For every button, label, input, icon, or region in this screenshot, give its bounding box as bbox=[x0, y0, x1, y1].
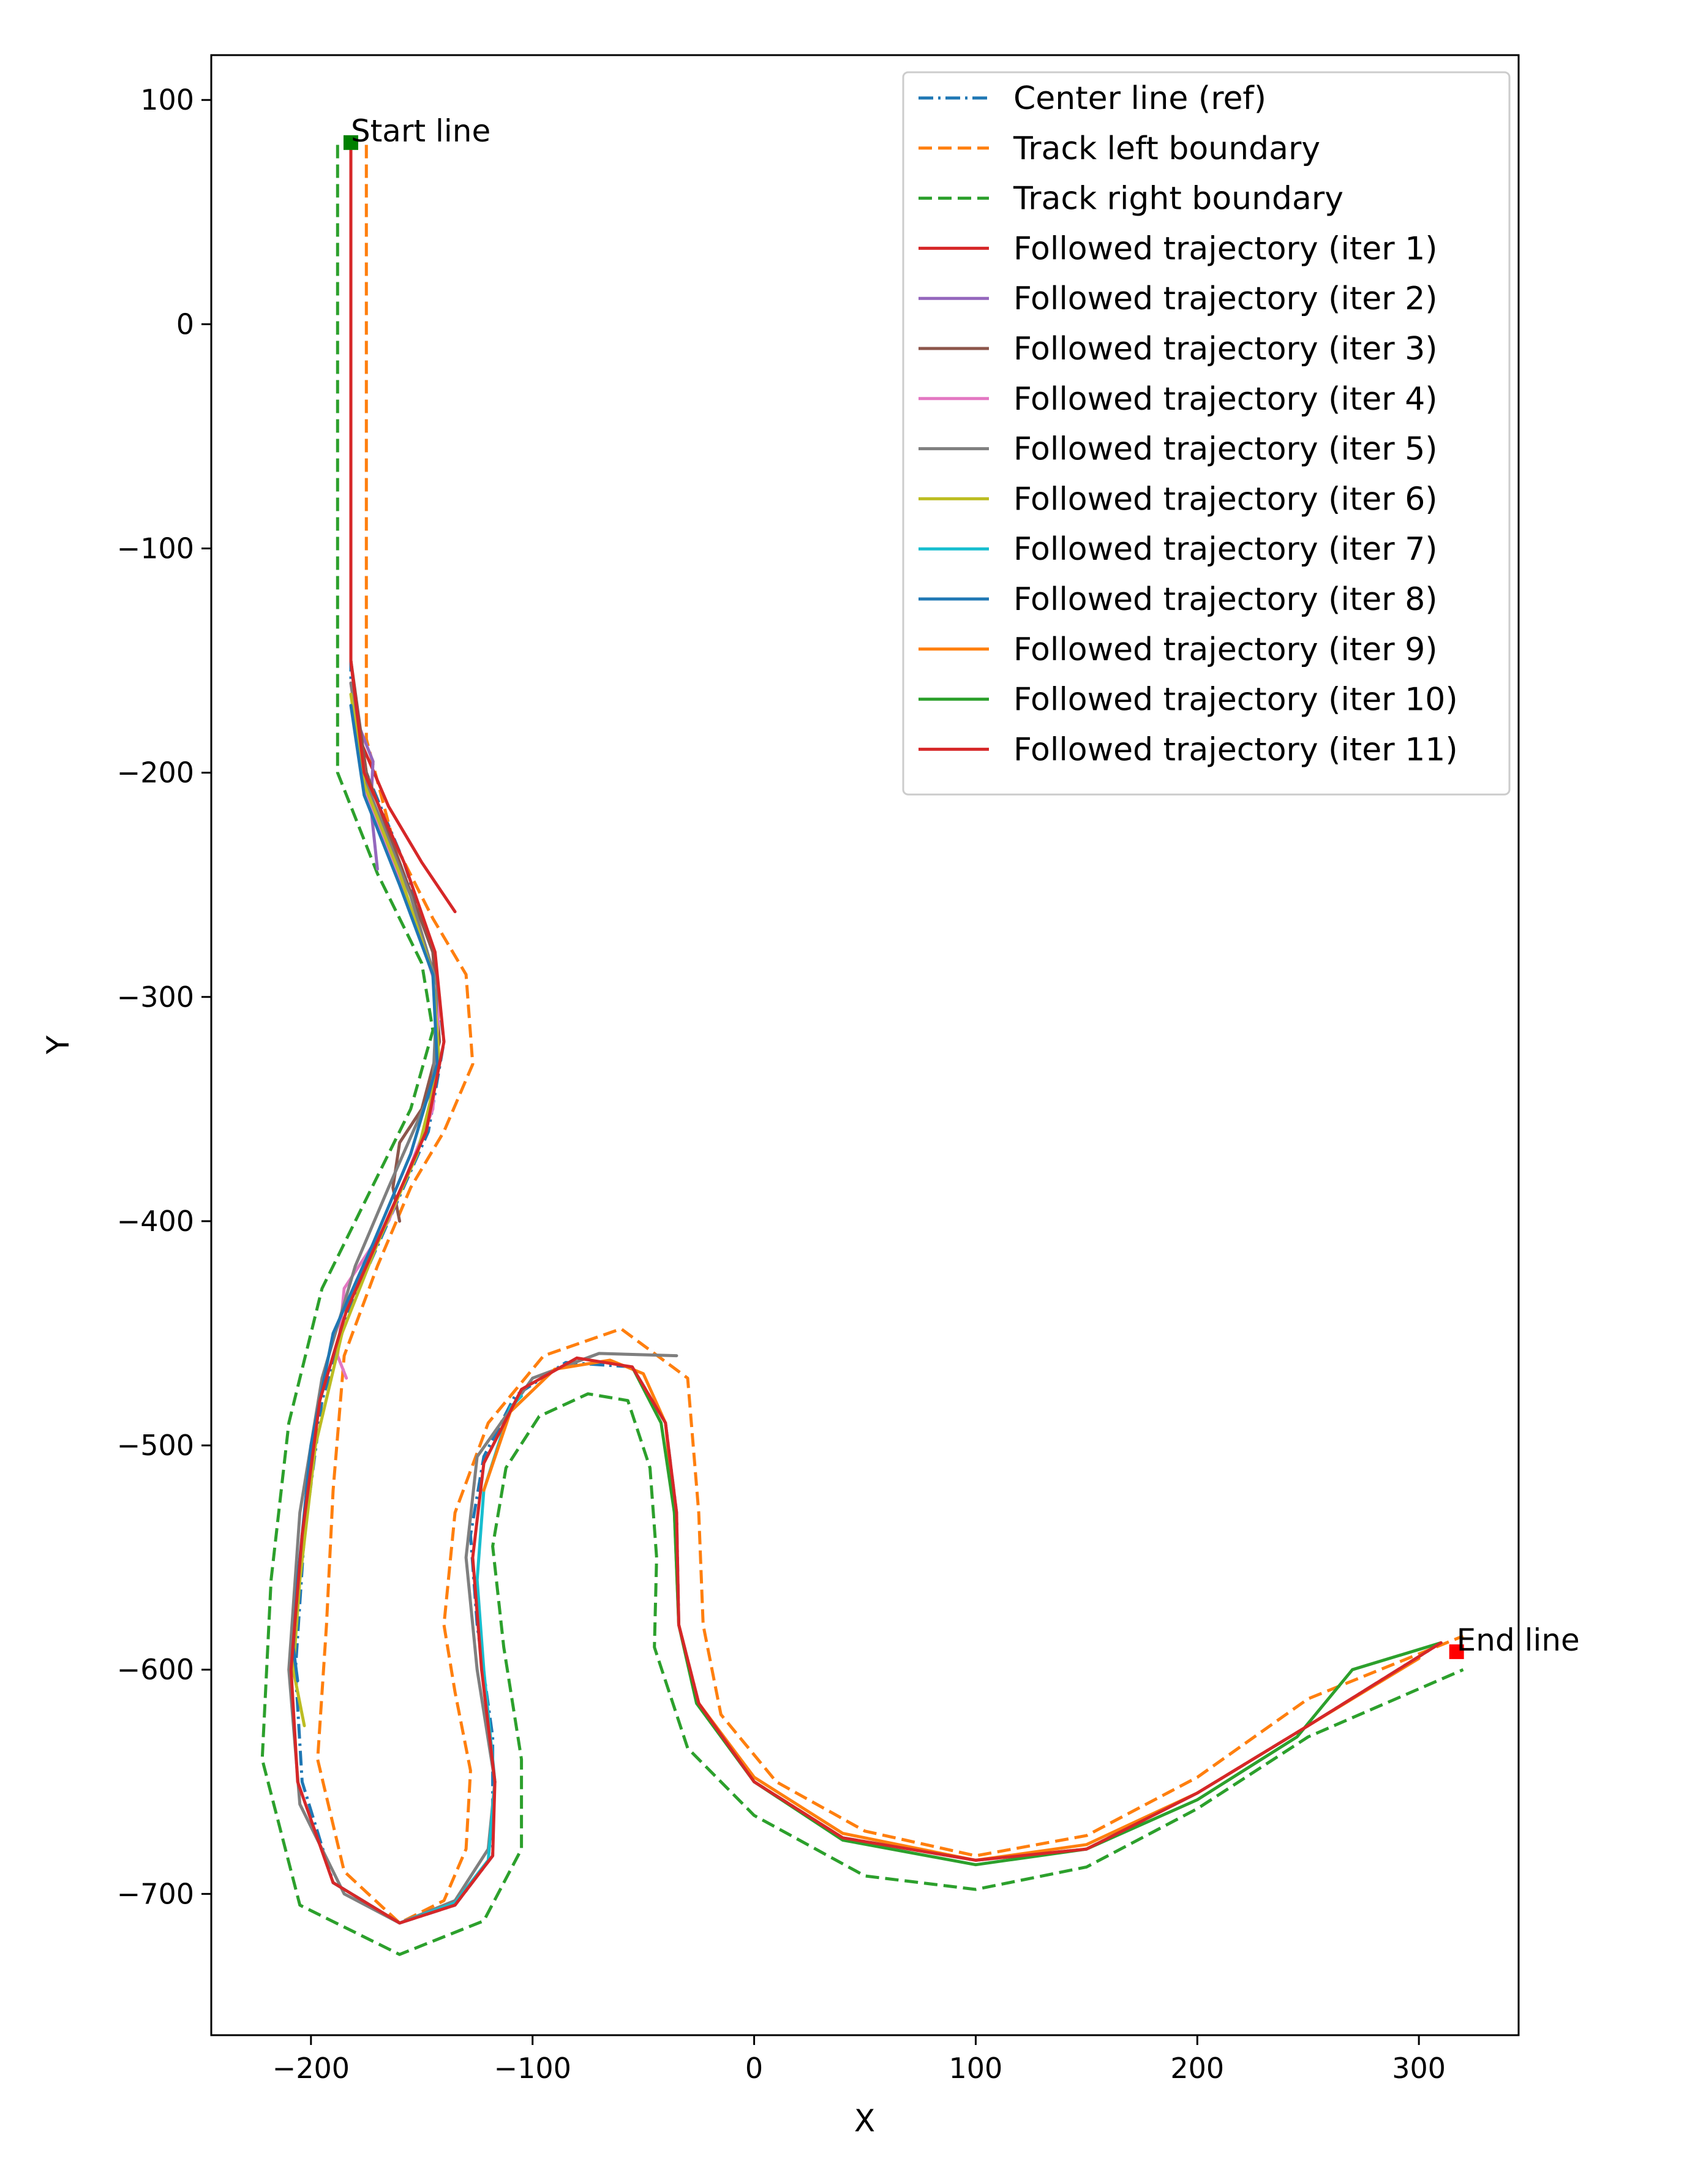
annotation-marker-start-line bbox=[343, 135, 358, 150]
y-tick-label: −300 bbox=[117, 981, 194, 1014]
legend-label-followed-trajectory-iter-9: Followed trajectory (iter 9) bbox=[1013, 631, 1438, 668]
plot-frame bbox=[210, 54, 1520, 2036]
x-tick-label: −100 bbox=[494, 2052, 571, 2085]
x-tick-label: 300 bbox=[1392, 2052, 1446, 2085]
x-tick-label: 100 bbox=[949, 2052, 1003, 2085]
series-line-track-left-boundary bbox=[316, 145, 1464, 1925]
annotation-label-start-line: Start line bbox=[351, 113, 490, 149]
series-line-track-right-boundary bbox=[260, 145, 1464, 1956]
legend-label-followed-trajectory-iter-2: Followed trajectory (iter 2) bbox=[1013, 281, 1438, 317]
y-tick-label: −700 bbox=[117, 1877, 194, 1910]
legend-label-followed-trajectory-iter-1: Followed trajectory (iter 1) bbox=[1013, 230, 1438, 267]
legend-label-followed-trajectory-iter-11: Followed trajectory (iter 11) bbox=[1013, 731, 1458, 768]
series-line-followed-trajectory-iter-10 bbox=[631, 1365, 1443, 1867]
legend-label-center-line-ref: Center line (ref) bbox=[1013, 80, 1266, 117]
legend-box bbox=[902, 71, 1511, 796]
y-tick-label: 0 bbox=[176, 307, 194, 341]
legend-label-followed-trajectory-iter-5: Followed trajectory (iter 5) bbox=[1013, 431, 1438, 468]
legend: Center line (ref) Track left boundary Trac… bbox=[902, 71, 1511, 796]
annotation-marker-end-line bbox=[1449, 1644, 1464, 1659]
x-axis-label: X bbox=[854, 2103, 875, 2139]
legend-label-followed-trajectory-iter-4: Followed trajectory (iter 4) bbox=[1013, 381, 1438, 418]
y-tick-label: 100 bbox=[140, 83, 194, 116]
y-tick-label: −500 bbox=[117, 1429, 194, 1462]
legend-label-track-left-boundary: Track left boundary bbox=[1013, 130, 1320, 167]
legend-label-track-right-boundary: Track right boundary bbox=[1013, 181, 1343, 217]
y-tick-label: −600 bbox=[117, 1653, 194, 1686]
series-line-followed-trajectory-iter-11 bbox=[289, 659, 1443, 1925]
x-tick-label: 200 bbox=[1170, 2052, 1224, 2085]
y-tick-label: −200 bbox=[117, 756, 194, 789]
x-tick-label: −200 bbox=[272, 2052, 350, 2085]
legend-label-followed-trajectory-iter-10: Followed trajectory (iter 10) bbox=[1013, 682, 1458, 718]
x-tick-label: 0 bbox=[745, 2052, 763, 2085]
y-tick-label: −100 bbox=[117, 532, 194, 565]
legend-label-followed-trajectory-iter-6: Followed trajectory (iter 6) bbox=[1013, 481, 1438, 518]
legend-label-followed-trajectory-iter-7: Followed trajectory (iter 7) bbox=[1013, 531, 1438, 568]
legend-label-followed-trajectory-iter-8: Followed trajectory (iter 8) bbox=[1013, 581, 1438, 618]
series-line-followed-trajectory-iter-1 bbox=[349, 143, 457, 914]
y-axis-label: Y bbox=[40, 1035, 76, 1055]
y-tick-label: −400 bbox=[117, 1205, 194, 1238]
legend-label-followed-trajectory-iter-3: Followed trajectory (iter 3) bbox=[1013, 331, 1438, 367]
